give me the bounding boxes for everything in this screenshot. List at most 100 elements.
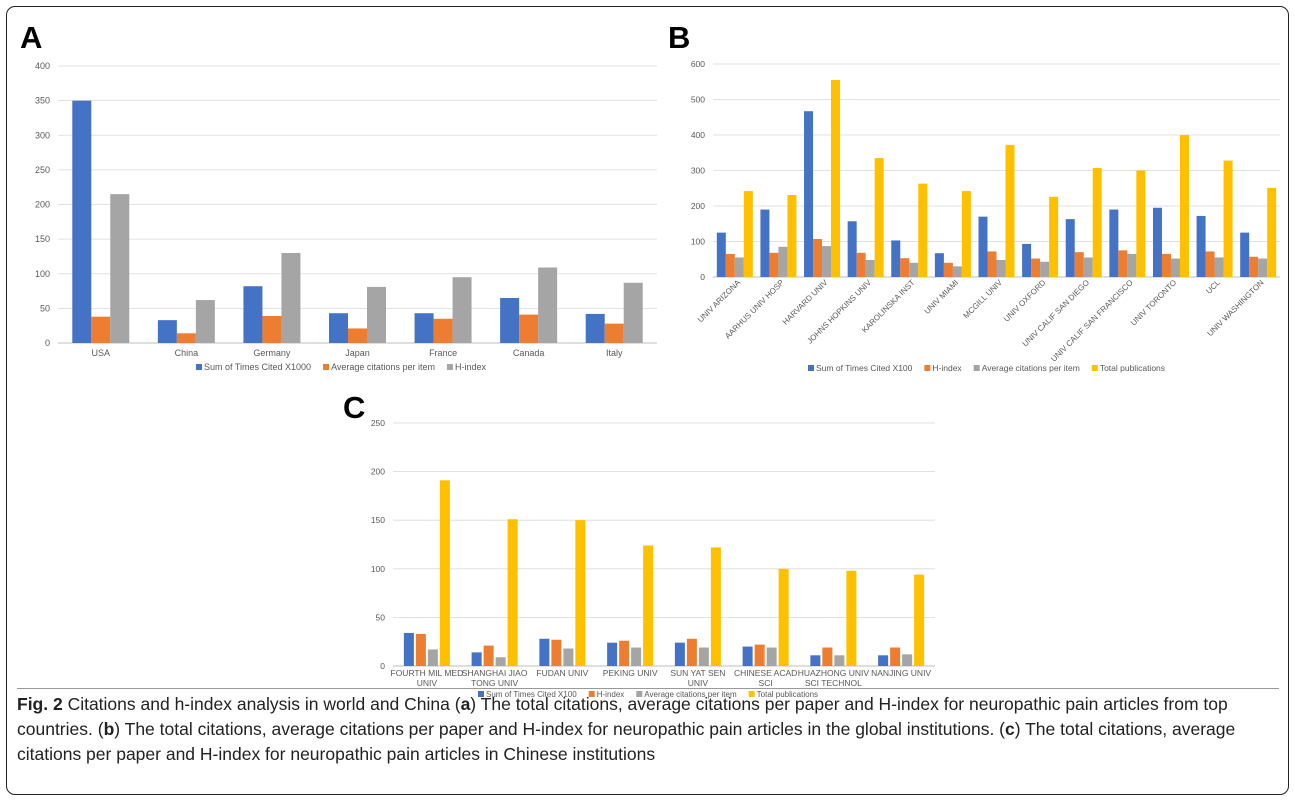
chart-b-bar — [831, 79, 841, 277]
chart-a-category-label: Japan — [345, 348, 370, 358]
chart-b-legend-label: Sum of Times Cited X100 — [816, 363, 913, 373]
chart-b-bar — [1258, 258, 1268, 277]
chart-b-bar — [1249, 256, 1259, 277]
chart-a-ytick-label: 150 — [35, 234, 50, 244]
chart-b-bar — [934, 253, 944, 277]
chart-b-category-label: UNIV MIAMI — [923, 278, 961, 316]
chart-b-bar — [1214, 257, 1224, 277]
chart-b-bar — [1083, 257, 1093, 277]
chart-c-bar — [439, 480, 450, 666]
chart-a-ytick-label: 100 — [35, 269, 50, 279]
chart-b-bar — [865, 259, 875, 277]
caption-fig-label: Fig. 2 — [17, 694, 63, 714]
chart-a-ytick-label: 250 — [35, 165, 50, 175]
chart-b-ytick-label: 100 — [691, 237, 705, 247]
caption-divider — [17, 688, 1279, 689]
chart-b-category-label: UNIV CALIF SAN FRANCISCO — [1049, 278, 1135, 364]
caption-text-1: Citations and h-index analysis in world … — [62, 694, 461, 714]
chart-c-category-label: SCI TECHNOL — [805, 678, 862, 688]
chart-a-bar — [157, 320, 177, 343]
chart-c-category-label: SUN YAT SEN — [670, 668, 725, 678]
chart-b-bar — [856, 252, 866, 277]
chart-a-bar — [262, 315, 282, 343]
chart-c-bar — [890, 647, 901, 666]
chart-c-legend-label: Total publications — [757, 690, 818, 699]
chart-b-category-label: UNIV ARIZONA — [696, 278, 743, 325]
chart-b-bar — [1005, 144, 1015, 277]
chart-c-category-label: PEKING UNIV — [603, 668, 658, 678]
chart-c-legend-label: H-index — [597, 690, 625, 699]
chart-c-bar — [643, 545, 654, 666]
chart-a-bar — [367, 286, 386, 343]
chart-b-ytick-label: 400 — [691, 130, 705, 140]
chart-a-bar — [500, 297, 520, 343]
chart-b-bar — [1136, 170, 1146, 277]
panel-letter-b: B — [668, 20, 691, 55]
chart-a-category-label: Germany — [253, 348, 291, 358]
chart-a-ytick-label: 50 — [40, 303, 50, 313]
chart-c-bar — [495, 657, 506, 666]
chart-b-bar — [1240, 232, 1250, 277]
chart-b-bar — [1109, 209, 1119, 277]
chart-a-legend-swatch — [323, 364, 330, 370]
chart-b-ytick-label: 500 — [691, 95, 705, 105]
chart-b-ytick-label: 0 — [700, 272, 705, 282]
chart-c-bar — [834, 655, 845, 666]
chart-c-ytick-label: 0 — [380, 661, 385, 671]
chart-a-bar — [195, 300, 215, 343]
chart-a-bar — [414, 313, 434, 343]
chart-a-ytick-label: 400 — [35, 61, 50, 71]
chart-a-bar — [72, 100, 92, 343]
chart-a-ytick-label: 0 — [45, 338, 50, 348]
chart-b-category-label: MCGILL UNIV — [962, 278, 1005, 321]
chart-b-bar — [760, 209, 770, 277]
chart-b-legend-swatch — [924, 365, 931, 371]
chart-b-bar — [1179, 135, 1189, 277]
caption-ref-b: b — [103, 719, 115, 739]
chart-c-bar — [766, 647, 777, 666]
chart-b-bar — [1040, 261, 1050, 277]
chart-b-bar — [909, 262, 919, 277]
chart-b-bar — [1152, 207, 1162, 277]
chart-b-bar — [847, 221, 857, 277]
chart-b-bar — [778, 246, 788, 277]
chart-b-bar — [1205, 251, 1215, 277]
chart-c-bar — [507, 519, 518, 666]
chart-c-bar — [471, 652, 482, 666]
chart-c-bar — [754, 644, 765, 666]
chart-b-bar — [996, 259, 1006, 277]
chart-b-category-label: UNIV TORONTO — [1129, 278, 1178, 327]
chart-c-bar — [686, 638, 697, 666]
chart-b-bar — [1127, 253, 1137, 277]
chart-b-category-label: HARVARD UNIV — [781, 278, 830, 327]
chart-c-bar — [619, 640, 630, 666]
chart-c-ytick-label: 250 — [371, 418, 385, 428]
caption-text-4: ) The total citations, average citations… — [17, 719, 1236, 764]
chart-a-bar — [110, 194, 130, 343]
chart-c-category-label: HUAZHONG UNIV — [798, 668, 870, 678]
chart-c-category-label: SCI — [759, 678, 773, 688]
panel-letter-c: C — [343, 390, 366, 425]
chart-b-bar — [1161, 253, 1171, 277]
chart-c-legend-swatch — [588, 691, 595, 697]
chart-c-legend-label: Average citations per item — [644, 690, 737, 699]
caption-ref-c: c — [1005, 719, 1015, 739]
chart-c-bar — [914, 574, 925, 666]
chart-c-category-label: TONG UNIV — [471, 678, 518, 688]
chart-b-bar — [1223, 160, 1233, 277]
chart-c-bar — [539, 638, 550, 666]
chart-b-bar — [943, 262, 953, 277]
chart-c-category-label: UNIV — [688, 678, 709, 688]
caption-text-3: ) The total citations, average citations… — [114, 719, 1005, 739]
chart-b-legend-swatch — [808, 365, 814, 371]
chart-c-category-label: FUDAN UNIV — [536, 668, 588, 678]
chart-b-bar — [813, 239, 823, 277]
chart-c-bar — [607, 642, 618, 666]
chart-c-legend-swatch — [636, 691, 643, 697]
chart-b-bar — [891, 240, 901, 277]
panel-letter-a: A — [20, 20, 43, 55]
chart-a-bar — [519, 314, 539, 343]
chart-b-legend-swatch — [1091, 365, 1098, 371]
chart-b-bar — [952, 266, 962, 277]
